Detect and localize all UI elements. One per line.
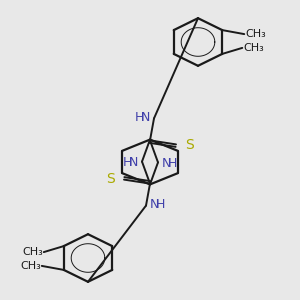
Text: CH₃: CH₃: [245, 29, 266, 39]
Text: H: H: [123, 156, 132, 169]
Text: N: N: [150, 198, 159, 211]
Text: CH₃: CH₃: [22, 247, 43, 257]
Text: S: S: [185, 138, 194, 152]
Text: S: S: [106, 172, 115, 186]
Text: N: N: [129, 156, 138, 169]
Text: H: H: [168, 157, 177, 170]
Text: N: N: [162, 157, 171, 170]
Text: CH₃: CH₃: [20, 261, 41, 271]
Text: N: N: [141, 111, 150, 124]
Text: H: H: [156, 198, 165, 211]
Text: H: H: [135, 111, 144, 124]
Text: CH₃: CH₃: [243, 43, 264, 53]
